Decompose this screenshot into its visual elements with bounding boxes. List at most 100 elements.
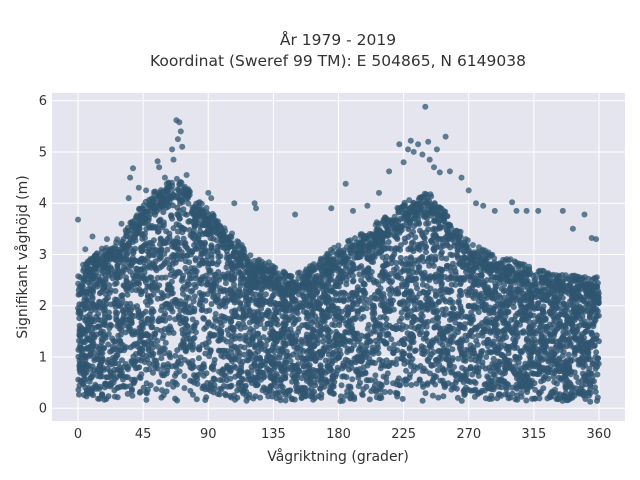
data-point	[588, 329, 595, 336]
data-point	[261, 346, 268, 353]
data-point	[181, 210, 188, 217]
data-point	[237, 343, 244, 350]
data-point	[174, 204, 181, 211]
data-point	[389, 253, 396, 260]
data-point	[144, 302, 151, 308]
data-point	[492, 347, 499, 354]
data-point	[594, 397, 600, 404]
data-point	[193, 396, 200, 403]
data-point	[498, 392, 504, 399]
data-point	[242, 382, 249, 389]
data-point	[372, 328, 379, 335]
data-point	[413, 294, 420, 301]
data-point	[214, 247, 221, 254]
data-point	[113, 280, 120, 286]
data-point	[366, 396, 373, 403]
data-point	[531, 359, 538, 366]
data-point	[156, 218, 163, 225]
data-point	[162, 339, 169, 346]
data-point	[124, 390, 131, 397]
data-point	[111, 387, 118, 394]
data-point	[158, 254, 164, 261]
data-point	[458, 336, 465, 343]
data-point	[452, 271, 459, 278]
data-point	[215, 347, 222, 354]
data-point	[559, 397, 566, 404]
data-point	[317, 362, 324, 369]
data-point	[518, 303, 525, 310]
data-point	[580, 364, 587, 370]
data-point	[283, 306, 290, 313]
data-point	[540, 345, 547, 352]
data-point	[401, 360, 408, 367]
data-point	[437, 236, 444, 243]
data-point	[252, 291, 259, 298]
data-point	[479, 303, 486, 310]
data-point	[592, 388, 599, 395]
data-point	[455, 355, 462, 362]
data-point	[182, 265, 189, 271]
data-point	[191, 222, 198, 229]
data-point	[474, 391, 481, 397]
data-point	[340, 297, 347, 304]
data-point	[343, 374, 350, 381]
data-point	[76, 332, 83, 339]
data-point	[160, 209, 167, 216]
data-point	[219, 377, 226, 384]
data-point	[366, 355, 373, 362]
data-point	[393, 260, 400, 266]
data-point	[343, 281, 350, 288]
data-point	[343, 271, 350, 278]
data-point	[87, 375, 94, 382]
data-point	[192, 275, 199, 282]
data-point	[401, 299, 408, 306]
data-point	[184, 246, 191, 253]
data-point	[223, 264, 230, 271]
data-point	[231, 281, 237, 288]
data-point	[112, 288, 119, 294]
data-point	[573, 374, 580, 381]
data-point	[216, 276, 223, 283]
data-point	[191, 293, 198, 300]
data-point	[337, 398, 344, 405]
data-point	[195, 346, 202, 353]
data-point	[335, 355, 342, 361]
data-point	[203, 344, 210, 351]
data-point	[96, 324, 103, 331]
data-point	[184, 329, 191, 335]
data-point	[172, 259, 179, 266]
data-point	[382, 389, 388, 395]
data-point	[486, 348, 493, 355]
data-point	[407, 359, 414, 366]
data-point	[562, 358, 569, 365]
data-point	[99, 350, 106, 357]
data-point	[124, 250, 131, 257]
data-point	[270, 330, 276, 336]
data-point	[261, 373, 268, 380]
data-point	[75, 376, 82, 383]
data-point	[166, 315, 173, 321]
data-point	[82, 288, 89, 295]
data-point	[344, 349, 351, 355]
data-point	[236, 288, 242, 295]
data-point	[225, 270, 232, 277]
data-point	[401, 291, 408, 298]
data-point	[143, 396, 150, 403]
data-point	[164, 256, 171, 263]
data-point	[383, 321, 390, 328]
data-point	[381, 262, 388, 269]
data-point	[113, 316, 120, 323]
data-point	[572, 345, 578, 352]
data-point	[548, 325, 555, 331]
data-point	[220, 383, 227, 389]
data-point	[208, 364, 215, 370]
data-point	[490, 328, 497, 335]
data-point	[452, 379, 459, 386]
data-point	[374, 288, 381, 295]
data-point	[246, 319, 253, 326]
data-point	[178, 249, 185, 256]
data-point	[419, 229, 425, 236]
data-point	[190, 344, 197, 351]
data-point	[91, 367, 98, 374]
data-point	[355, 286, 362, 293]
